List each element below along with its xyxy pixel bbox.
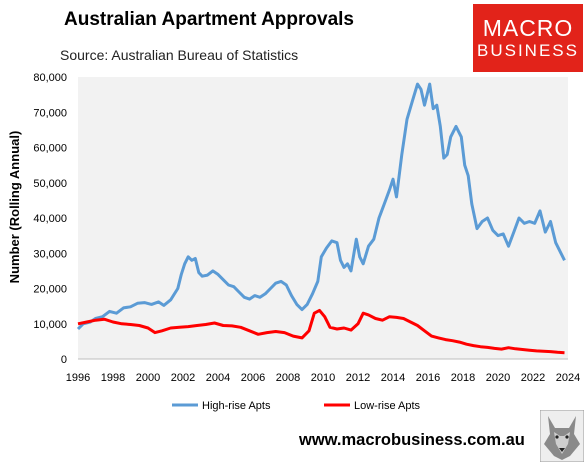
website-url: www.macrobusiness.com.au <box>299 431 525 449</box>
series-line-high-rise <box>76 82 566 331</box>
y-axis-label: Number (Rolling Annual) <box>7 131 22 284</box>
series-line-low-rise <box>77 308 565 355</box>
x-tick-label: 2022 <box>521 372 545 384</box>
x-tick-label: 1996 <box>66 372 90 384</box>
y-tick-label: 50,000 <box>33 178 67 190</box>
y-tick-label: 20,000 <box>33 284 67 296</box>
x-tick-label: 1998 <box>101 372 125 384</box>
x-tick-label: 2000 <box>136 372 160 384</box>
x-tick-label: 2016 <box>416 372 440 384</box>
macrobusiness-logo: MACRO BUSINESS <box>473 4 583 72</box>
x-tick-label: 2002 <box>171 372 195 384</box>
y-tick-label: 0 <box>61 354 67 366</box>
x-tick-label: 2008 <box>276 372 300 384</box>
legend: High-rise Apts Low-rise Apts <box>172 400 421 412</box>
legend-label: Low-rise Apts <box>354 400 421 412</box>
wolf-head-icon <box>540 410 584 462</box>
legend-label: High-rise Apts <box>202 400 271 412</box>
series-layer <box>76 82 566 355</box>
x-tick-label: 2012 <box>346 372 370 384</box>
y-tick-label: 30,000 <box>33 248 67 260</box>
chart-title: Australian Apartment Approvals <box>64 9 354 30</box>
y-tick-label: 80,000 <box>33 72 67 84</box>
x-tick-label: 2004 <box>206 372 230 384</box>
x-tick-label: 2020 <box>486 372 510 384</box>
y-tick-label: 40,000 <box>33 213 67 225</box>
x-axis-ticks: 1996 1998 2000 2002 2004 2006 2008 2010 2012 2014… <box>66 372 580 384</box>
legend-item: Low-rise Apts <box>324 400 421 412</box>
x-tick-label: 2018 <box>451 372 475 384</box>
x-tick-label: 2014 <box>381 372 405 384</box>
x-tick-label: 2006 <box>241 372 265 384</box>
legend-item: High-rise Apts <box>172 400 271 412</box>
logo-line-macro: MACRO <box>482 15 574 41</box>
y-tick-label: 60,000 <box>33 143 67 155</box>
x-tick-label: 2024 <box>556 372 580 384</box>
chart-subtitle: Source: Australian Bureau of Statistics <box>60 47 299 63</box>
y-axis-ticks: 0 10,000 20,000 30,000 40,000 50,000 60,000 70,… <box>33 72 67 366</box>
y-tick-label: 10,000 <box>33 319 67 331</box>
x-tick-label: 2010 <box>311 372 335 384</box>
y-tick-label: 70,000 <box>33 107 67 119</box>
logo-line-business: BUSINESS <box>477 41 579 60</box>
